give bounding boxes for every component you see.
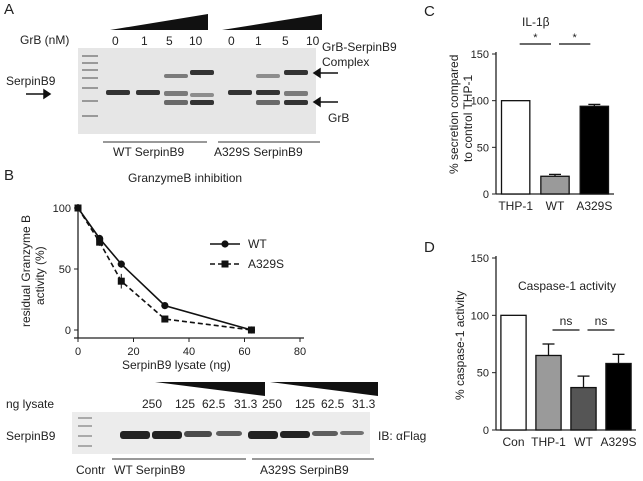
chart-c-bar bbox=[500, 100, 531, 195]
panel-a-letter: A bbox=[4, 1, 15, 18]
data-point-a329s bbox=[96, 238, 104, 246]
lysate-amount-label: 31.3 bbox=[352, 397, 376, 411]
data-point-a329s bbox=[74, 204, 82, 212]
significance-label: ns bbox=[560, 314, 573, 328]
chart-c-category-label: THP-1 bbox=[498, 199, 533, 213]
chart-d-ytick-label: 150 bbox=[471, 253, 489, 265]
chart-d-ytick-label: 50 bbox=[477, 368, 489, 380]
chart-c-ytick-label: 150 bbox=[471, 49, 489, 61]
concentration-label: 1 bbox=[255, 34, 262, 48]
chart-d-category-label: A329S bbox=[600, 435, 636, 449]
chart-b-xtick-label: 20 bbox=[127, 346, 139, 358]
blot-b-ib-label: IB: αFlag bbox=[378, 429, 427, 443]
legend-marker bbox=[221, 240, 229, 248]
chart-c-title: IL-1β bbox=[522, 15, 550, 29]
serpinb9-label: SerpinB9 bbox=[6, 74, 56, 88]
blot-b-contr-label: Contr bbox=[76, 463, 106, 477]
chart-d-bar bbox=[605, 362, 632, 431]
group-label-a329s: A329S SerpinB9 bbox=[214, 145, 303, 159]
concentration-label: 10 bbox=[189, 34, 203, 48]
chart-c-category-label: A329S bbox=[576, 199, 612, 213]
concentration-label: 10 bbox=[306, 34, 320, 48]
chart-c-ytick-label: 50 bbox=[477, 142, 489, 154]
blot-b-group-a329s: A329S SerpinB9 bbox=[260, 463, 349, 477]
chart-d-bar bbox=[570, 386, 597, 431]
concentration-label: 0 bbox=[112, 34, 119, 48]
panel-b-letter: B bbox=[4, 167, 15, 184]
lysate-amount-label: 125 bbox=[175, 397, 196, 411]
significance-label: ns bbox=[595, 314, 608, 328]
complex-label-line1: GrB-SerpinB9 bbox=[322, 40, 397, 54]
chart-b-xtick-label: 40 bbox=[183, 346, 195, 358]
chart-d-category-label: WT bbox=[574, 435, 593, 449]
data-point-wt bbox=[117, 260, 125, 268]
group-label-wt: WT SerpinB9 bbox=[113, 145, 185, 159]
blot-b-group-wt: WT SerpinB9 bbox=[114, 463, 186, 477]
concentration-label: 5 bbox=[166, 34, 173, 48]
data-point-a329s bbox=[117, 277, 125, 285]
chart-b-xtick-label: 80 bbox=[294, 346, 306, 358]
blot-b-lysate-label: ng lysate bbox=[6, 397, 55, 411]
chart-b-ytick-label: 50 bbox=[59, 264, 71, 276]
chart-c-bar bbox=[579, 105, 610, 195]
chart-d-ytick-label: 100 bbox=[471, 310, 489, 322]
concentration-label: 0 bbox=[228, 34, 235, 48]
data-point-a329s bbox=[247, 326, 255, 334]
chart-b-ytick-label: 100 bbox=[53, 203, 71, 215]
blot-b-row-label: SerpinB9 bbox=[6, 429, 56, 443]
panel-d-letter: D bbox=[424, 239, 435, 256]
grb-concentration-label: GrB (nM) bbox=[20, 33, 70, 47]
chart-c-ytick-label: 100 bbox=[471, 96, 489, 108]
lysate-amount-label: 62.5 bbox=[202, 397, 226, 411]
chart-d-category-label: Con bbox=[502, 435, 524, 449]
chart-b-xtick-label: 0 bbox=[75, 346, 81, 358]
lysate-amount-label: 31.3 bbox=[234, 397, 258, 411]
concentration-label: 5 bbox=[282, 34, 289, 48]
chart-d-bar bbox=[535, 354, 562, 431]
complex-label-line2: Complex bbox=[322, 55, 370, 69]
chart-b-title: GranzymeB inhibition bbox=[128, 171, 243, 185]
concentration-label: 1 bbox=[141, 34, 148, 48]
panel-c-letter: C bbox=[424, 3, 435, 20]
lysate-amount-label: 250 bbox=[142, 397, 163, 411]
chart-c-category-label: WT bbox=[546, 199, 565, 213]
western-blot-a bbox=[78, 48, 316, 134]
chart-d-ytick-label: 0 bbox=[483, 425, 489, 437]
chart-b-xtick-label: 60 bbox=[238, 346, 250, 358]
chart-d-title: Caspase-1 activity bbox=[518, 279, 617, 293]
lysate-amount-label: 250 bbox=[262, 397, 283, 411]
data-point-wt bbox=[161, 302, 169, 310]
legend-label: WT bbox=[248, 237, 267, 251]
lysate-amount-label: 62.5 bbox=[321, 397, 345, 411]
significance-label: * bbox=[573, 32, 578, 44]
western-blot-b bbox=[72, 412, 370, 454]
series-line-a329s bbox=[77, 207, 252, 331]
chart-b-xlabel: SerpinB9 lysate (ng) bbox=[122, 358, 231, 372]
chart-d-bar bbox=[500, 314, 527, 431]
significance-label: * bbox=[533, 32, 538, 44]
legend-marker bbox=[221, 260, 229, 268]
chart-d-category-label: THP-1 bbox=[531, 435, 566, 449]
data-point-a329s bbox=[161, 315, 169, 323]
chart-b-ytick-label: 0 bbox=[65, 325, 71, 337]
legend-label: A329S bbox=[248, 257, 284, 271]
lysate-amount-label: 125 bbox=[295, 397, 316, 411]
chart-c-ytick-label: 0 bbox=[483, 189, 489, 201]
grb-band-label: GrB bbox=[328, 111, 350, 125]
